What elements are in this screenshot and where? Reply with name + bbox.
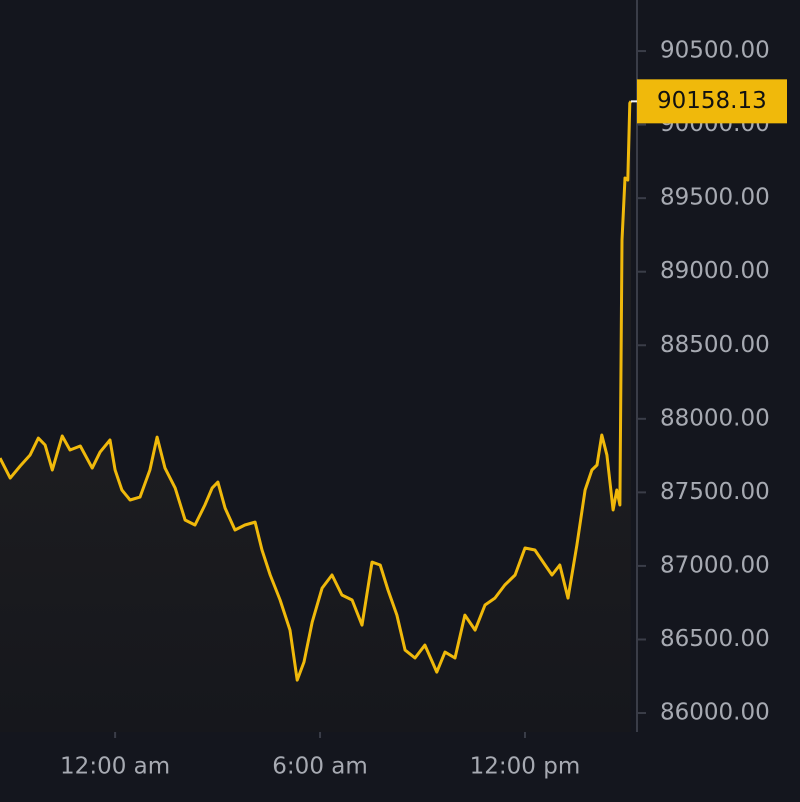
y-tick-label: 86500.00 <box>660 626 770 652</box>
last-price-label: 90158.13 <box>657 88 767 114</box>
y-tick-label: 88000.00 <box>660 405 770 431</box>
x-tick-label: 6:00 am <box>272 754 367 780</box>
y-tick-label: 88500.00 <box>660 332 770 358</box>
last-price-tag <box>637 79 787 124</box>
y-tick-label: 90500.00 <box>660 38 770 64</box>
x-tick-label: 12:00 pm <box>470 754 581 780</box>
y-tick-label: 89000.00 <box>660 258 770 284</box>
y-tick-label: 89500.00 <box>660 185 770 211</box>
area <box>0 101 631 733</box>
y-tick-label: 86000.00 <box>660 700 770 726</box>
y-tick-label: 87000.00 <box>660 552 770 578</box>
x-tick-label: 12:00 am <box>60 754 170 780</box>
y-tick-label: 87500.00 <box>660 479 770 505</box>
price-line <box>0 100 633 682</box>
